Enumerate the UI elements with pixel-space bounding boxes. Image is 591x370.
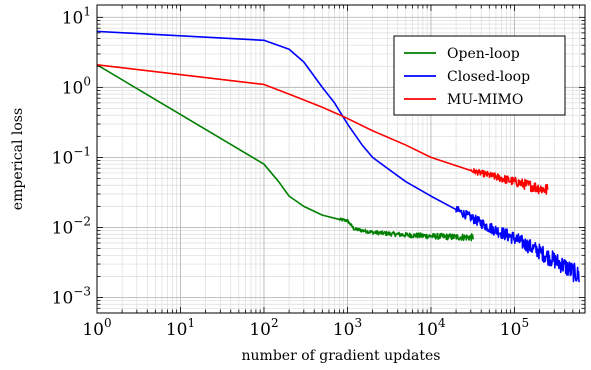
x-tick-label-base: 10 (166, 320, 188, 340)
x-tick-label-exponent: 2 (271, 316, 279, 330)
x-tick-label-base: 10 (500, 320, 522, 340)
y-tick-label: 10−3 (52, 284, 91, 308)
x-tick-label-exponent: 0 (104, 316, 112, 330)
y-tick-label-exponent: 0 (83, 74, 91, 88)
y-tick-label-exponent: −3 (73, 284, 91, 298)
y-axis-label: emperical loss (10, 108, 26, 210)
x-tick-label-base: 10 (416, 320, 438, 340)
x-tick-label-base: 10 (82, 320, 104, 340)
y-tick-label-base: 10 (62, 78, 84, 98)
y-tick-label-exponent: 1 (83, 4, 91, 18)
series-line-mu-mimo (96, 64, 549, 195)
x-tick-label: 104 (416, 316, 446, 340)
tick-marks (96, 5, 586, 314)
y-tick-label-base: 10 (52, 288, 74, 308)
legend: Open-loop Closed-loop MU-MIMO (393, 35, 566, 116)
x-tick-label-base: 10 (333, 320, 355, 340)
legend-label-open-loop: Open-loop (447, 46, 520, 62)
y-tick-label: 101 (62, 4, 91, 28)
legend-label-closed-loop: Closed-loop (447, 69, 530, 85)
legend-label-mu-mimo: MU-MIMO (447, 92, 523, 108)
x-tick-label-exponent: 1 (187, 316, 195, 330)
x-tick-labels: 100 101 102 103 104 105 (82, 316, 529, 340)
x-tick-label-exponent: 3 (354, 316, 362, 330)
x-tick-label-base: 10 (249, 320, 271, 340)
series-layer (96, 30, 581, 283)
x-axis-label: number of gradient updates (242, 348, 441, 364)
y-tick-label-base: 10 (52, 148, 74, 168)
series-line-closed-loop (96, 30, 581, 283)
plot-frame (96, 4, 586, 314)
y-tick-label: 10−2 (52, 214, 91, 238)
y-tick-label-base: 10 (62, 8, 84, 28)
x-tick-label: 101 (166, 316, 195, 340)
y-tick-label: 100 (62, 74, 91, 98)
series-line-open-loop (96, 64, 474, 242)
y-tick-label-exponent: −1 (73, 144, 91, 158)
x-tick-label: 103 (333, 316, 362, 340)
x-tick-label: 105 (500, 316, 529, 340)
x-tick-label: 102 (249, 316, 278, 340)
x-tick-label-exponent: 5 (521, 316, 529, 330)
y-tick-label-base: 10 (52, 218, 74, 238)
y-tick-label-exponent: −2 (73, 214, 91, 228)
x-tick-label: 100 (82, 316, 111, 340)
y-tick-label: 10−1 (52, 144, 91, 168)
x-tick-label-exponent: 4 (438, 316, 446, 330)
